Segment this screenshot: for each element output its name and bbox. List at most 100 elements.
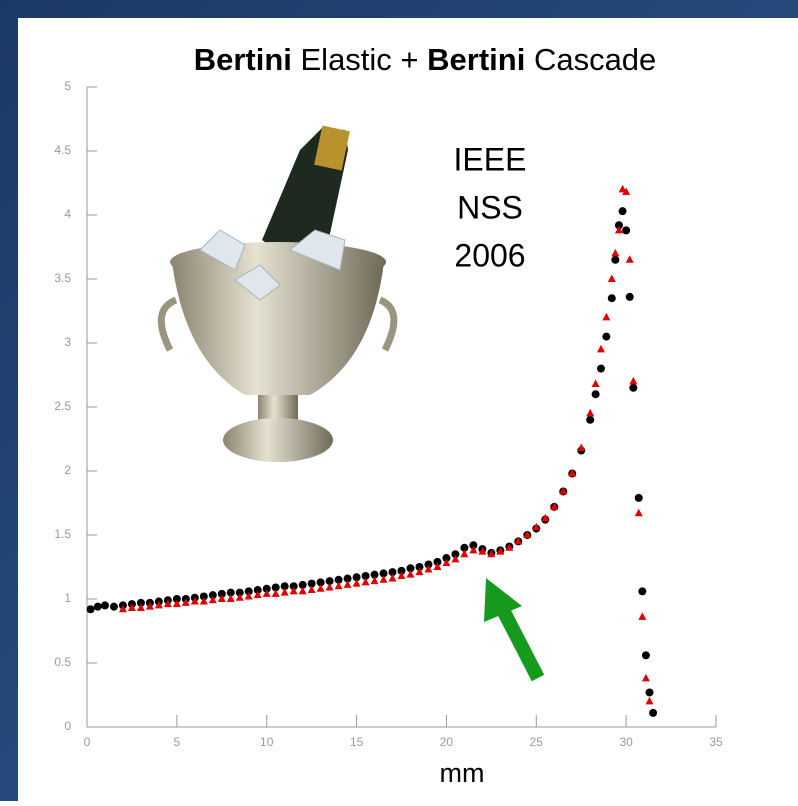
data-point (316, 578, 325, 587)
data-point (451, 554, 460, 563)
panel (18, 18, 798, 801)
data-point (325, 577, 334, 586)
data-point (638, 587, 647, 596)
data-point (145, 602, 154, 610)
data-point (622, 187, 631, 195)
data-point (93, 602, 102, 611)
annotation: NSS (457, 189, 523, 225)
data-point (154, 600, 163, 609)
data-point (361, 571, 370, 580)
data-point (208, 591, 217, 600)
data-point (568, 469, 577, 477)
data-point (100, 601, 109, 610)
data-point (118, 604, 127, 613)
data-point (379, 569, 388, 578)
data-point (532, 522, 541, 531)
title-part: Elastic + (292, 42, 427, 77)
data-point (253, 586, 262, 595)
data-point (406, 570, 415, 578)
y-tick-label: 0.5 (54, 655, 71, 669)
data-point (451, 550, 460, 559)
data-point (208, 595, 217, 604)
data-point (424, 560, 433, 569)
x-tick-label: 20 (440, 735, 454, 749)
x-tick-label: 0 (84, 735, 91, 749)
data-point (289, 586, 298, 595)
data-point (629, 376, 638, 385)
data-point (433, 562, 442, 570)
y-tick-label: 2.5 (54, 399, 71, 413)
data-point (469, 541, 478, 550)
data-point (289, 582, 298, 591)
data-point (629, 383, 638, 392)
data-point (645, 688, 654, 697)
data-point (614, 225, 623, 234)
arrow (484, 578, 545, 682)
data-point (596, 344, 605, 353)
data-point (634, 508, 643, 517)
data-point (442, 554, 451, 563)
data-point (415, 567, 424, 576)
data-point (618, 207, 627, 216)
data-point (199, 592, 208, 601)
data-point (586, 415, 595, 424)
x-tick-label: 30 (619, 735, 633, 749)
data-point (460, 549, 469, 558)
y-tick-label: 1.5 (54, 527, 71, 541)
data-point (591, 379, 600, 387)
data-point (649, 708, 658, 717)
data-point (352, 579, 361, 587)
data-point (487, 549, 496, 558)
data-point (550, 502, 559, 510)
data-point (316, 584, 325, 592)
data-point (496, 547, 505, 555)
data-point (602, 332, 611, 341)
data-point (433, 557, 442, 566)
data-point (607, 274, 616, 282)
title-part: Bertini (194, 42, 292, 77)
data-point (334, 575, 343, 584)
data-point (307, 579, 316, 588)
y-tick-label: 3 (64, 335, 71, 349)
x-tick-label: 5 (174, 735, 181, 749)
data-point (244, 587, 253, 596)
data-point (226, 594, 235, 602)
data-point (280, 588, 289, 596)
data-point (442, 558, 451, 567)
data-point (334, 581, 343, 590)
data-point (86, 605, 95, 614)
data-point (190, 597, 199, 605)
data-point (235, 588, 244, 597)
data-point (361, 577, 370, 586)
data-point (415, 563, 424, 571)
data-point (611, 255, 620, 264)
data-point (397, 571, 406, 579)
data-point (280, 582, 289, 591)
data-point (388, 568, 397, 577)
data-point (370, 570, 379, 579)
data-point (298, 580, 307, 589)
data-point (559, 486, 568, 495)
data-point (136, 598, 145, 607)
y-tick-label: 4 (64, 207, 71, 221)
data-point (607, 294, 616, 303)
data-point (199, 597, 208, 605)
x-tick-label: 15 (350, 735, 364, 749)
data-point (469, 545, 478, 554)
data-point (235, 593, 244, 601)
y-tick-label: 2 (64, 463, 71, 477)
data-point (505, 543, 514, 551)
data-point (625, 292, 634, 301)
data-point (397, 566, 406, 575)
data-point (109, 602, 118, 611)
data-point (638, 612, 647, 620)
x-tick-label: 25 (530, 735, 544, 749)
data-point (514, 536, 523, 545)
data-point (136, 603, 145, 611)
data-point (591, 390, 600, 399)
data-point (163, 599, 172, 608)
data-point (596, 364, 605, 373)
y-tick-label: 4.5 (54, 143, 71, 157)
y-tick-label: 0 (64, 719, 71, 733)
